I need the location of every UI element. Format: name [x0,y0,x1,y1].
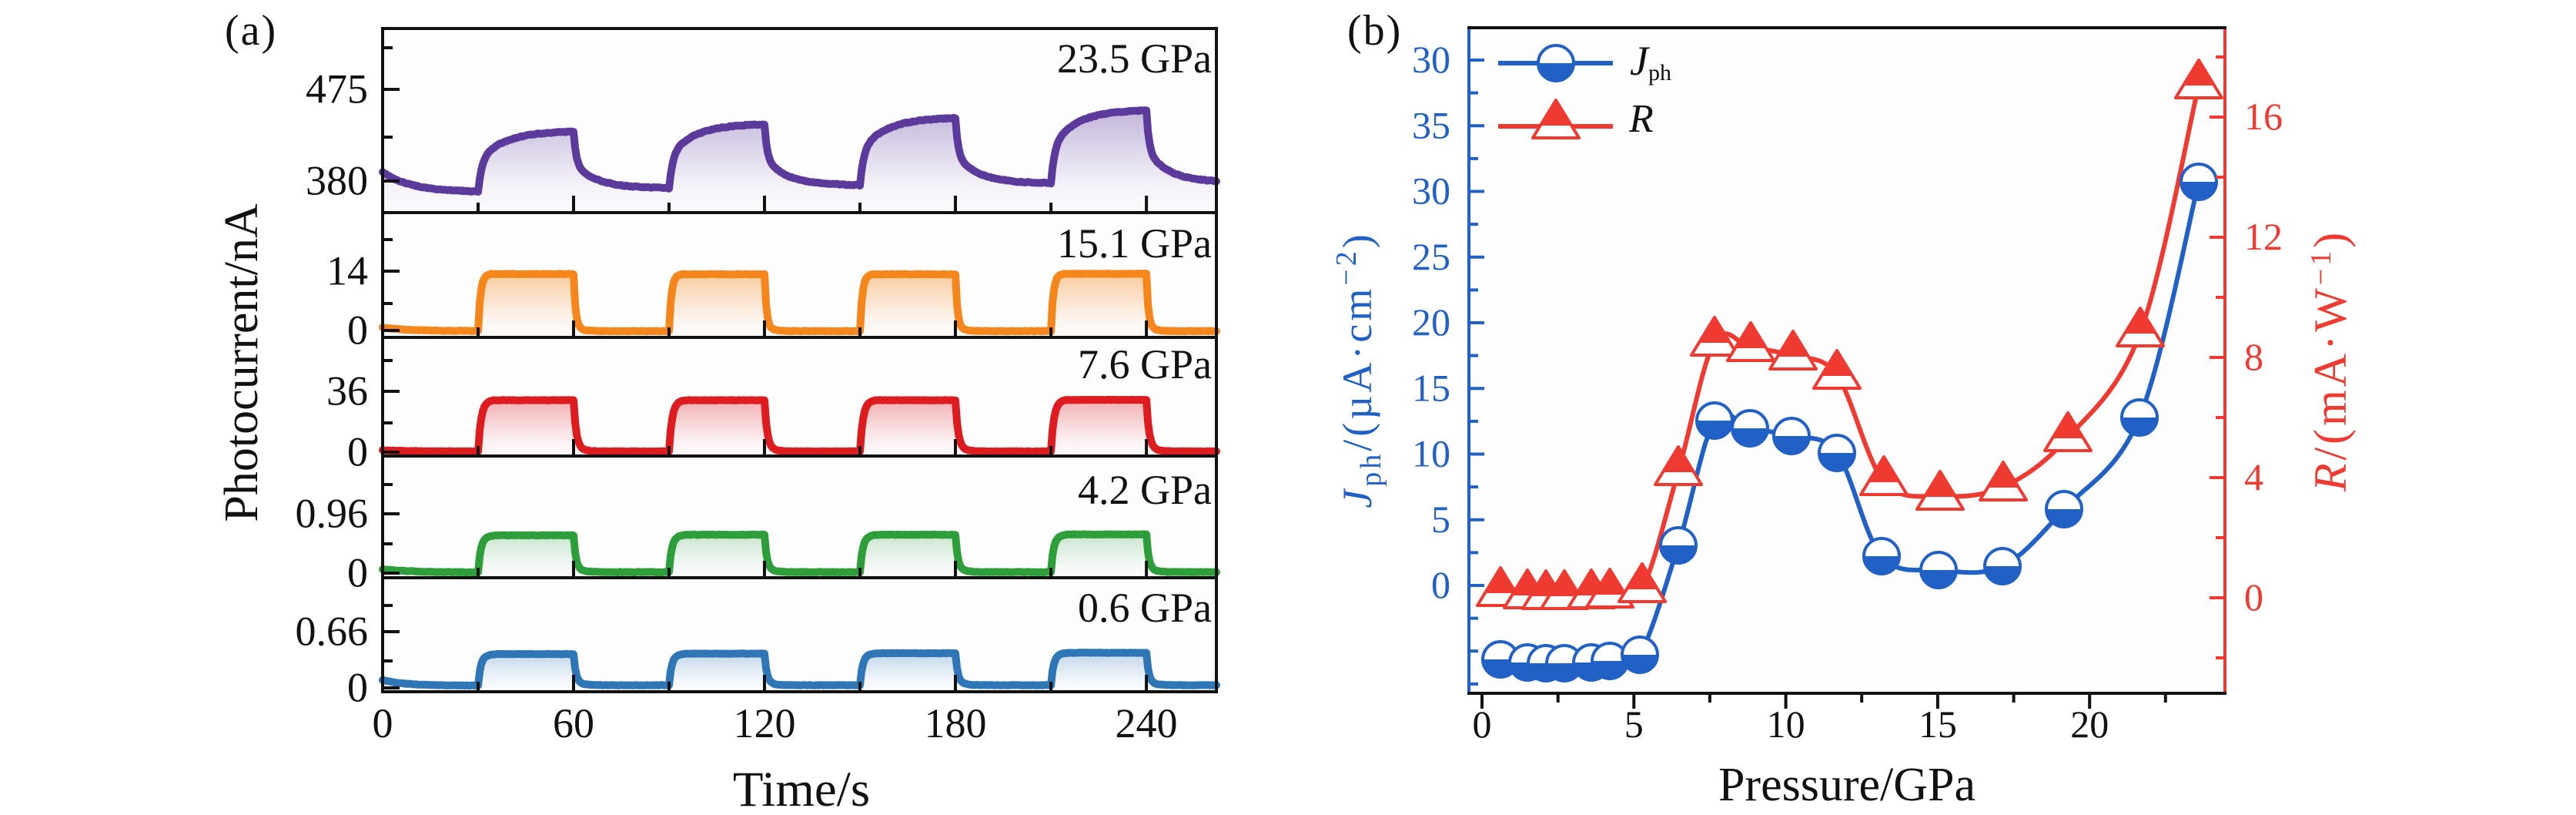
svg-text:8: 8 [2244,335,2263,378]
svg-text:0.96: 0.96 [296,491,369,537]
svg-text:Photocurrent/nA: Photocurrent/nA [216,203,268,522]
svg-text:15: 15 [1919,703,1957,746]
svg-text:0: 0 [2244,575,2263,619]
svg-text:0.66: 0.66 [296,609,369,655]
svg-text:60: 60 [553,700,594,746]
svg-text:14: 14 [326,248,368,294]
svg-text:15.1 GPa: 15.1 GPa [1057,220,1212,267]
svg-text:25: 25 [1412,235,1450,278]
svg-text:Jph/(µA·cm−2): Jph/(µA·cm−2) [1330,231,1387,508]
svg-text:0: 0 [347,550,368,596]
svg-text:(a): (a) [225,7,277,55]
svg-text:240: 240 [1116,700,1178,746]
svg-text:0.6 GPa: 0.6 GPa [1078,585,1212,631]
svg-text:0: 0 [347,307,368,354]
svg-text:Time/s: Time/s [733,762,870,811]
svg-text:4: 4 [2244,455,2263,498]
svg-text:120: 120 [734,700,796,746]
svg-text:12: 12 [2244,215,2283,258]
svg-text:0: 0 [373,700,393,746]
svg-text:36: 36 [326,368,368,414]
svg-text:20: 20 [2070,703,2109,746]
svg-text:Jph: Jph [1630,38,1671,86]
svg-text:5: 5 [1624,703,1644,746]
svg-text:380: 380 [306,158,368,204]
svg-text:16: 16 [2244,95,2283,138]
svg-text:R/(mA·W−1): R/(mA·W−1) [2305,230,2356,492]
svg-text:15: 15 [1412,366,1450,409]
svg-text:10: 10 [1412,432,1450,475]
svg-text:0: 0 [1473,703,1492,746]
svg-text:0: 0 [347,429,368,475]
svg-text:180: 180 [925,700,987,746]
svg-text:35: 35 [1412,103,1450,146]
svg-text:4.2 GPa: 4.2 GPa [1078,467,1212,513]
svg-text:(b): (b) [1347,7,1402,55]
svg-text:0: 0 [347,665,368,711]
svg-text:20: 20 [1412,300,1450,344]
svg-text:30: 30 [1412,38,1450,81]
svg-text:R: R [1628,97,1654,141]
svg-text:5: 5 [1431,498,1450,541]
svg-text:7.6 GPa: 7.6 GPa [1078,341,1212,387]
svg-text:30: 30 [1412,169,1450,213]
svg-text:0: 0 [1431,563,1450,606]
svg-text:10: 10 [1767,703,1805,746]
svg-text:475: 475 [306,66,368,112]
svg-text:Pressure/GPa: Pressure/GPa [1718,759,1975,811]
svg-text:23.5 GPa: 23.5 GPa [1057,35,1212,82]
